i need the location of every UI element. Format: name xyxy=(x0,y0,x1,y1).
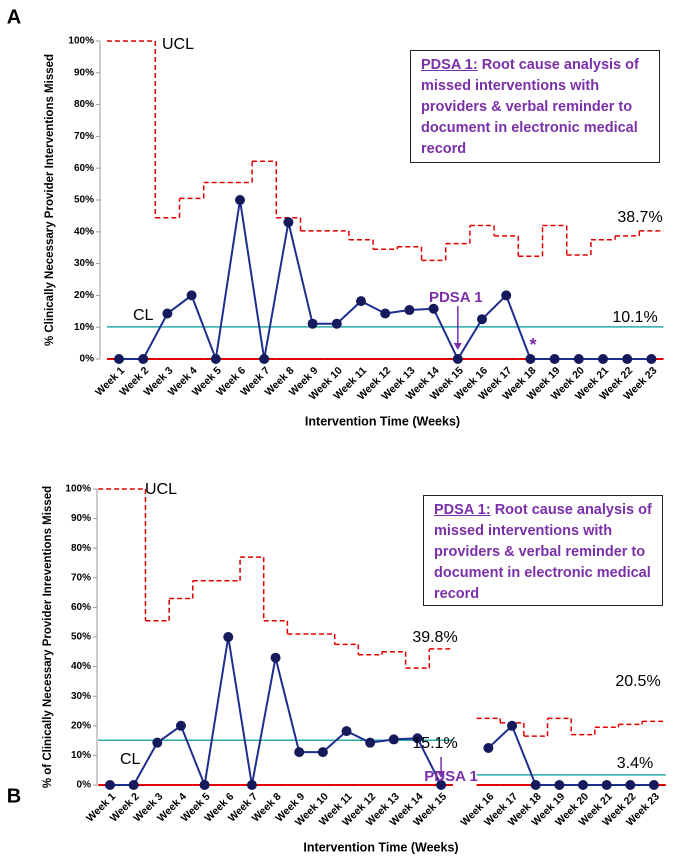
data-point xyxy=(404,305,415,316)
ucl-label: UCL xyxy=(145,481,177,498)
y-tick-label: 80% xyxy=(71,543,91,554)
x-axis-title: Intervention Time (Weeks) xyxy=(303,840,458,854)
y-tick-label: 100% xyxy=(68,36,94,47)
y-tick-label: 30% xyxy=(71,691,91,702)
y-tick-label: 50% xyxy=(74,195,94,206)
note-heading: PDSA 1: xyxy=(421,57,478,73)
data-point xyxy=(210,354,221,364)
panel-label: B xyxy=(7,785,21,807)
note-box: PDSA 1: Root cause analysis of missed in… xyxy=(423,495,663,606)
data-point xyxy=(128,780,139,790)
intervention-label: PDSA 1 xyxy=(424,768,478,785)
data-point xyxy=(601,780,612,790)
y-tick-label: 70% xyxy=(74,131,94,142)
data-point xyxy=(114,354,124,364)
y-tick-label: 0% xyxy=(77,780,92,791)
y-tick-label: 60% xyxy=(74,163,94,174)
data-point xyxy=(380,308,391,319)
cl-value-label: 10.1% xyxy=(612,309,657,326)
data-line xyxy=(119,199,652,363)
data-point xyxy=(646,354,657,364)
x-axis-title: Intervention Time (Weeks) xyxy=(305,414,460,428)
data-point xyxy=(549,354,560,364)
ucl-value-label: 38.7% xyxy=(617,209,662,226)
y-tick-label: 80% xyxy=(74,99,94,110)
data-point xyxy=(356,296,366,307)
data-point xyxy=(436,780,447,790)
data-point xyxy=(235,195,245,205)
note-text: Root cause analysis of missed interventi… xyxy=(434,502,652,602)
data-point xyxy=(199,780,210,790)
intervention-label: PDSA 1 xyxy=(429,289,483,306)
data-point xyxy=(283,217,294,228)
data-point xyxy=(331,318,342,329)
data-point xyxy=(138,354,149,364)
data-point xyxy=(530,780,541,790)
data-point xyxy=(317,747,328,758)
y-tick-label: 60% xyxy=(71,602,91,613)
data-point xyxy=(428,303,439,314)
intervention-arrowhead xyxy=(437,771,446,778)
data-point xyxy=(501,290,512,301)
data-point xyxy=(598,354,608,364)
marker-label: * xyxy=(529,335,536,355)
data-point xyxy=(648,780,659,790)
data-point xyxy=(388,734,399,745)
y-tick-label: 70% xyxy=(71,572,91,583)
data-point xyxy=(259,354,270,364)
data-point xyxy=(477,314,487,325)
y-tick-label: 30% xyxy=(74,258,94,269)
data-point xyxy=(578,780,588,790)
y-tick-label: 50% xyxy=(71,632,91,643)
data-point xyxy=(223,632,234,642)
ucl-value-label: 39.8% xyxy=(412,629,457,646)
ucl-value-label: 20.5% xyxy=(615,673,660,690)
y-tick-label: 20% xyxy=(71,720,91,731)
cl-value-label: 15.1% xyxy=(412,735,457,752)
data-point xyxy=(270,652,281,663)
data-point xyxy=(246,780,257,790)
data-point xyxy=(554,780,565,790)
data-point xyxy=(452,354,463,364)
y-tick-label: 90% xyxy=(71,513,91,524)
y-tick-label: 40% xyxy=(74,226,94,237)
note-box: PDSA 1: Root cause analysis of missed in… xyxy=(410,50,660,163)
data-point xyxy=(507,720,518,731)
cl-value-label: 3.4% xyxy=(617,755,653,772)
cl-label: CL xyxy=(133,307,154,324)
data-point xyxy=(622,354,633,364)
y-tick-label: 10% xyxy=(71,750,91,761)
note-text: Root cause analysis of missed interventi… xyxy=(421,57,639,157)
data-point xyxy=(625,780,636,790)
y-tick-label: 20% xyxy=(74,290,94,301)
y-tick-label: 90% xyxy=(74,67,94,78)
data-point xyxy=(175,720,186,731)
data-point xyxy=(525,354,536,364)
note-heading: PDSA 1: xyxy=(434,502,491,518)
data-point xyxy=(105,780,115,790)
data-point xyxy=(483,743,494,753)
data-point xyxy=(573,354,584,364)
y-tick-label: 100% xyxy=(65,484,91,495)
data-point xyxy=(162,308,173,319)
y-tick-label: 40% xyxy=(71,661,91,672)
ucl-label: UCL xyxy=(162,36,194,53)
data-point xyxy=(294,747,305,758)
data-point xyxy=(307,318,318,329)
y-tick-label: 0% xyxy=(80,354,95,365)
data-point xyxy=(186,290,197,301)
data-point xyxy=(412,733,423,744)
y-tick-label: 10% xyxy=(74,322,94,333)
data-line xyxy=(110,636,654,789)
panel-label: A xyxy=(7,6,21,28)
y-axis-title: % of Clinically Necessary Provider Inrev… xyxy=(42,486,54,788)
data-point xyxy=(365,737,376,748)
y-axis-title: % Clinically Necessary Provider Interven… xyxy=(44,54,56,346)
intervention-arrowhead xyxy=(453,343,462,350)
data-point xyxy=(341,726,352,737)
cl-label: CL xyxy=(120,751,141,768)
data-point xyxy=(152,737,163,748)
